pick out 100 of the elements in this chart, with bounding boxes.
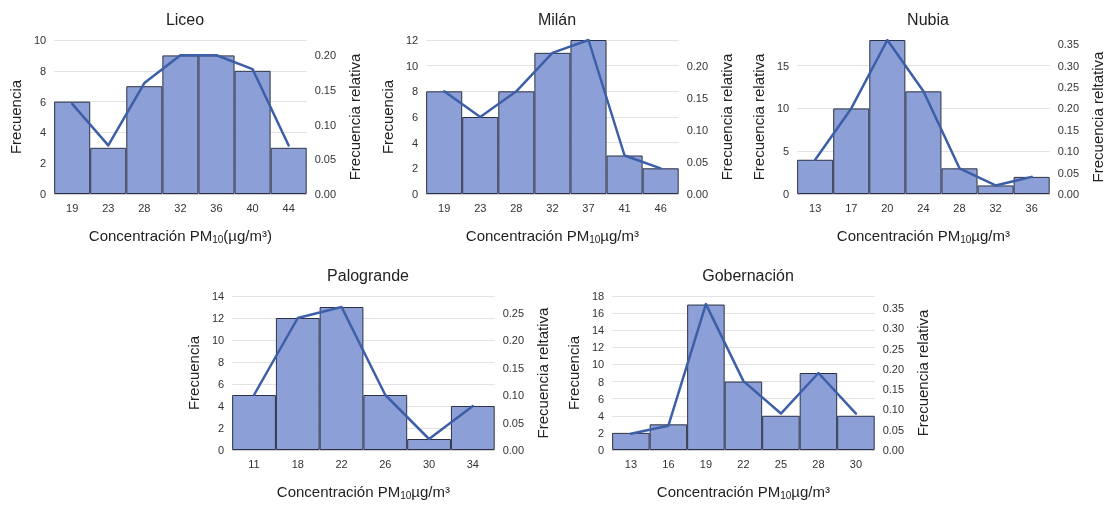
y-tick-label: 4 xyxy=(40,126,47,139)
y2-tick-label: 0.25 xyxy=(502,306,524,319)
x-tick-label: 34 xyxy=(466,457,479,470)
x-tick-label: 19 xyxy=(699,457,712,470)
x-tick-label: 46 xyxy=(654,201,667,214)
y2-tick-label: 0.30 xyxy=(882,322,904,335)
y-tick-label: 18 xyxy=(591,290,604,302)
y-tick-label: 5 xyxy=(783,145,790,158)
x-tick-label: 36 xyxy=(210,201,223,214)
x-tick-label: 32 xyxy=(174,201,187,214)
x-tick-label: 30 xyxy=(422,457,435,470)
y-tick-label: 12 xyxy=(211,312,224,324)
y-axis-title: Frecuencia relativa xyxy=(750,52,768,181)
y2-axis-title: Frecuencia reltativa xyxy=(1089,50,1107,183)
x-tick-label: 13 xyxy=(809,201,822,214)
y-tick-label: 2 xyxy=(40,157,47,170)
y2-tick-label: 0.00 xyxy=(502,444,524,456)
y-tick-label: 8 xyxy=(217,356,224,368)
y-tick-label: 10 xyxy=(591,358,604,371)
y2-tick-label: 0.20 xyxy=(686,59,708,72)
line-series xyxy=(814,38,1034,187)
y-tick-label: 0 xyxy=(783,188,790,200)
chart-title: Milán xyxy=(537,10,576,28)
y-tick-label: 6 xyxy=(40,95,47,108)
x-tick-label: 28 xyxy=(953,201,966,214)
chart-title: Gobernación xyxy=(701,266,794,284)
y-tick-label: 12 xyxy=(591,341,604,354)
y2-tick-label: 0.05 xyxy=(1058,166,1080,179)
x-tick-label: 25 xyxy=(774,457,787,470)
y-axis-title: Frecuencia xyxy=(378,79,396,155)
x-tick-label: 23 xyxy=(473,201,487,214)
chart-title: Liceo xyxy=(165,10,205,28)
y2-tick-label: 0.05 xyxy=(502,416,524,429)
y2-tick-label: 0.10 xyxy=(502,389,524,401)
y2-tick-label: 0.20 xyxy=(882,362,904,375)
line-series xyxy=(442,38,662,170)
y-tick-label: 6 xyxy=(411,111,418,123)
y2-axis-title: Frecuencia relativa xyxy=(346,52,363,181)
x-tick-label: 40 xyxy=(246,201,259,214)
y-tick-label: 10 xyxy=(405,59,418,72)
x-tick-label: 23 xyxy=(102,201,115,214)
y-tick-label: 2 xyxy=(597,426,604,439)
x-tick-label: 22 xyxy=(736,457,750,470)
y2-tick-label: 0.15 xyxy=(686,91,708,104)
y2-tick-label: 0.20 xyxy=(314,49,337,62)
y2-tick-label: 0.35 xyxy=(882,302,904,315)
y-tick-label: 16 xyxy=(591,307,604,320)
x-tick-label: 17 xyxy=(845,201,858,214)
y-tick-label: 10 xyxy=(211,334,224,346)
y2-axis-title: Frecuencia reltativa xyxy=(533,306,551,439)
x-tick-label: 30 xyxy=(849,457,862,470)
x-tick-label: 28 xyxy=(811,457,825,470)
y-axis-title: Frecuencia xyxy=(564,335,582,411)
x-tick-label: 16 xyxy=(661,457,675,470)
y-tick-label: 0 xyxy=(40,188,47,200)
line-series xyxy=(252,305,474,441)
x-tick-label: 22 xyxy=(334,457,348,470)
chart-title: Nubia xyxy=(907,10,950,28)
x-tick-label: 24 xyxy=(917,201,930,214)
x-tick-label: 20 xyxy=(881,201,894,214)
y-tick-label: 10 xyxy=(777,102,790,115)
y-tick-label: 6 xyxy=(217,378,224,390)
y-tick-label: 8 xyxy=(40,64,47,77)
y-tick-label: 8 xyxy=(411,85,418,98)
y2-tick-label: 0.05 xyxy=(686,155,708,168)
x-tick-label: 18 xyxy=(291,457,304,470)
y2-tick-label: 0.15 xyxy=(502,361,524,374)
x-tick-label: 36 xyxy=(1025,201,1039,214)
y-tick-label: 0 xyxy=(411,188,418,200)
y2-tick-label: 0.05 xyxy=(882,423,904,436)
y2-tick-label: 0.25 xyxy=(1058,81,1080,94)
y2-tick-label: 0.05 xyxy=(314,153,337,166)
y-tick-label: 4 xyxy=(411,136,418,149)
y-tick-label: 0 xyxy=(597,444,604,456)
x-tick-label: 41 xyxy=(618,201,631,214)
y-axis-title: Frecuencia xyxy=(7,79,24,155)
chart-title: Palogrande xyxy=(326,266,409,284)
x-tick-label: 26 xyxy=(378,457,391,470)
y2-tick-label: 0.10 xyxy=(686,123,708,136)
y2-axis-title: Frecuencia relativa xyxy=(717,52,735,181)
y-axis-title: Frecuencia xyxy=(184,335,202,411)
y2-tick-label: 0.30 xyxy=(1058,59,1080,72)
y2-tick-label: 0.15 xyxy=(1058,123,1080,136)
x-tick-label: 19 xyxy=(66,201,79,214)
y-tick-label: 2 xyxy=(411,162,418,175)
y2-tick-label: 0.15 xyxy=(314,83,337,96)
y-tick-label: 2 xyxy=(217,422,224,434)
y-tick-label: 12 xyxy=(405,34,418,46)
x-tick-label: 11 xyxy=(247,457,260,470)
x-tick-label: 28 xyxy=(138,201,151,214)
y2-tick-label: 0.25 xyxy=(882,342,904,355)
y-tick-label: 14 xyxy=(211,290,224,302)
y2-tick-label: 0.20 xyxy=(1058,102,1080,115)
x-tick-label: 13 xyxy=(624,457,637,470)
y2-tick-label: 0.10 xyxy=(882,403,904,416)
line-series xyxy=(70,54,290,147)
y-tick-label: 15 xyxy=(777,59,790,72)
x-tick-label: 28 xyxy=(509,201,523,214)
x-tick-label: 44 xyxy=(282,201,295,214)
y2-tick-label: 0.15 xyxy=(882,383,904,396)
